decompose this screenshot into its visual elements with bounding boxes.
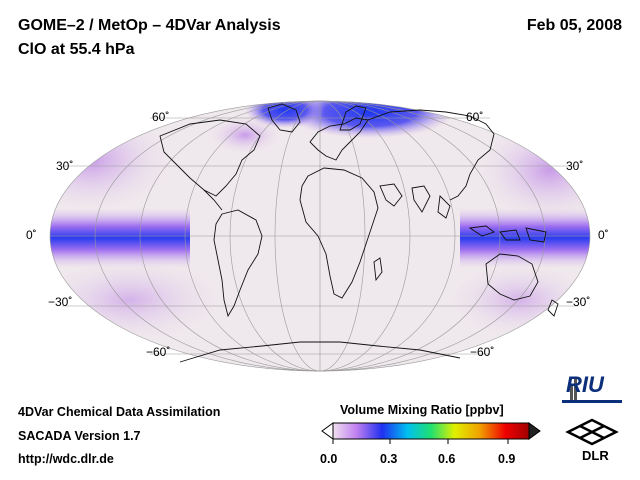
lat-label-left-0: 0˚ — [26, 228, 37, 242]
riu-logo-text: RIU — [566, 372, 604, 397]
map-subtitle: ClO at 55.4 hPa — [18, 41, 135, 58]
haze-atlantic-north — [210, 117, 280, 153]
haze-pacific-north — [50, 110, 170, 210]
band-west — [50, 208, 190, 268]
lat-label-left-60: 60˚ — [152, 110, 170, 124]
footer-line-2: SACADA Version 1.7 — [18, 429, 141, 443]
lat-label-left-30: 30˚ — [56, 159, 74, 173]
band-east — [460, 208, 590, 268]
lat-label-left-minus30: −30˚ — [48, 295, 73, 309]
lat-label-right-30: 30˚ — [566, 159, 584, 173]
map-title: GOME–2 / MetOp – 4DVar Analysis — [18, 17, 281, 34]
footer-line-1: 4DVar Chemical Data Assimilation — [18, 405, 221, 419]
graticule — [49, 100, 591, 372]
lat-label-right-60: 60˚ — [466, 110, 484, 124]
arctic-high — [285, 101, 455, 138]
footer-line-3[interactable]: http://wdc.dlr.de — [18, 452, 114, 466]
lat-label-right-0: 0˚ — [598, 228, 609, 242]
map-date: Feb 05, 2008 — [526, 17, 622, 34]
colorbar-title: Volume Mixing Ratio [ppbv] — [340, 403, 504, 417]
lat-label-right-minus60: −60˚ — [470, 345, 495, 359]
lat-label-left-minus60: −60˚ — [146, 345, 171, 359]
colorbar-tick-0: 0.0 — [320, 452, 338, 466]
lat-label-right-minus30: −30˚ — [566, 295, 591, 309]
colorbar-tick-2: 0.6 — [438, 452, 456, 466]
colorbar-tick-1: 0.3 — [380, 452, 398, 466]
dlr-logo-text: DLR — [582, 448, 609, 463]
coastlines — [159, 103, 559, 363]
colorbar-tick-3: 0.9 — [498, 452, 516, 466]
haze-pacific-east — [480, 120, 590, 220]
arctic-high-west — [245, 101, 325, 128]
